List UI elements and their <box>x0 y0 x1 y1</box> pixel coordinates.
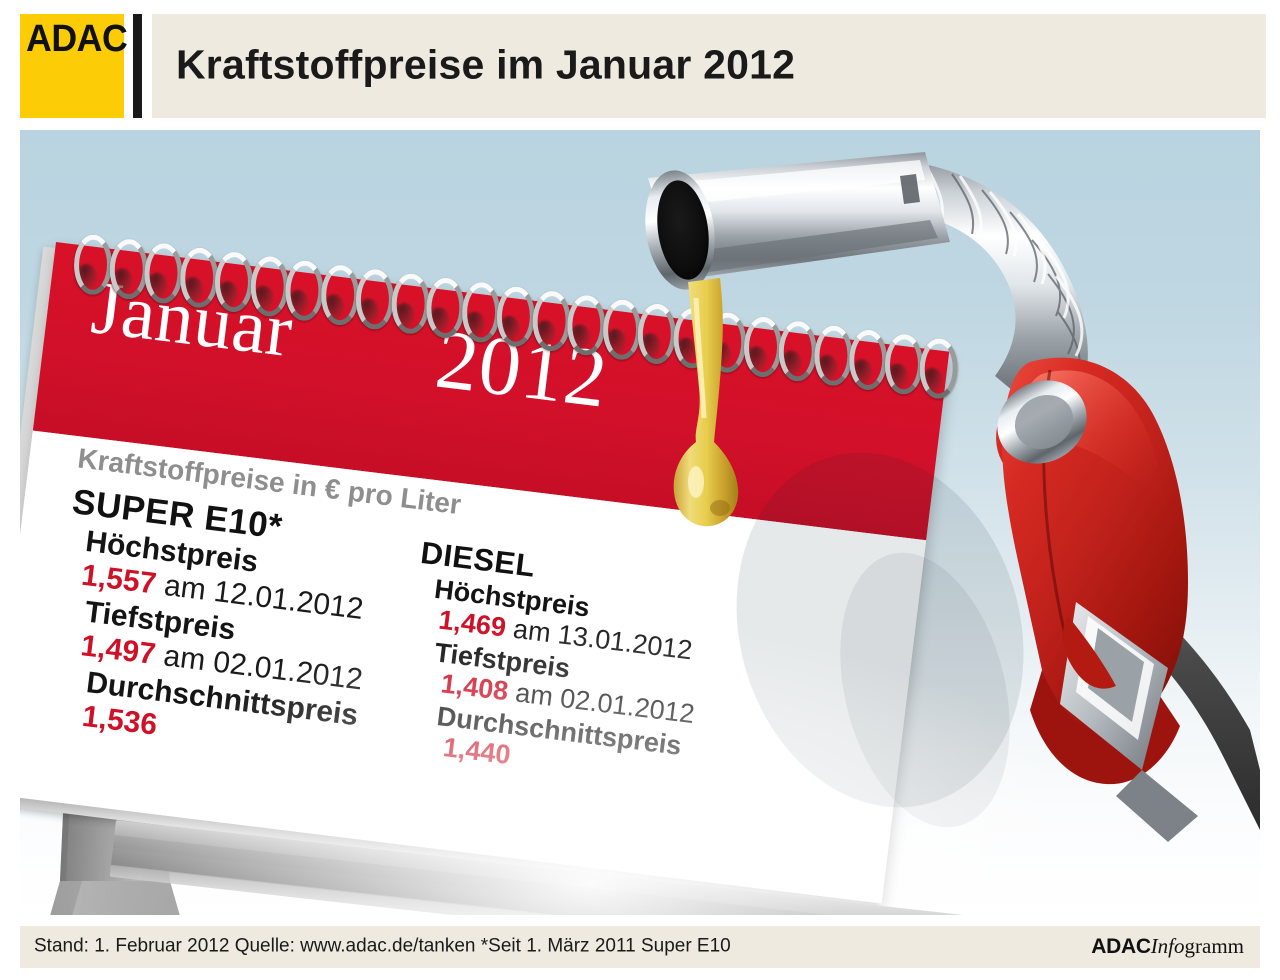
footer-bar: Stand: 1. Februar 2012 Quelle: www.adac.… <box>20 926 1260 968</box>
title-bar: Kraftstoffpreise im Januar 2012 <box>152 14 1266 118</box>
fuel-nozzle-illustration <box>645 152 1260 842</box>
illustration-stage: Januar 2012 Kraftstoffpreise in € pro Li… <box>20 130 1260 915</box>
oil-drop-icon <box>673 278 739 527</box>
nozzle-spout-icon <box>645 152 950 290</box>
adac-logo: ADAC <box>20 14 128 118</box>
header: ADAC Kraftstoffpreise im Januar 2012 <box>0 0 1280 122</box>
infogramm-adac-text: ADAC <box>1091 935 1151 958</box>
footer-source-note: Stand: 1. Februar 2012 Quelle: www.adac.… <box>34 935 731 957</box>
infogramm-info-text: Info <box>1150 934 1185 958</box>
page-title: Kraftstoffpreise im Januar 2012 <box>176 41 796 88</box>
header-divider <box>133 14 142 118</box>
footer: Stand: 1. Februar 2012 Quelle: www.adac.… <box>0 922 1280 980</box>
infogramm-gramm-text: gramm <box>1184 934 1244 958</box>
adac-infogramm-logo: ADACInfogramm <box>1091 934 1244 959</box>
adac-logo-text: ADAC <box>26 18 128 60</box>
